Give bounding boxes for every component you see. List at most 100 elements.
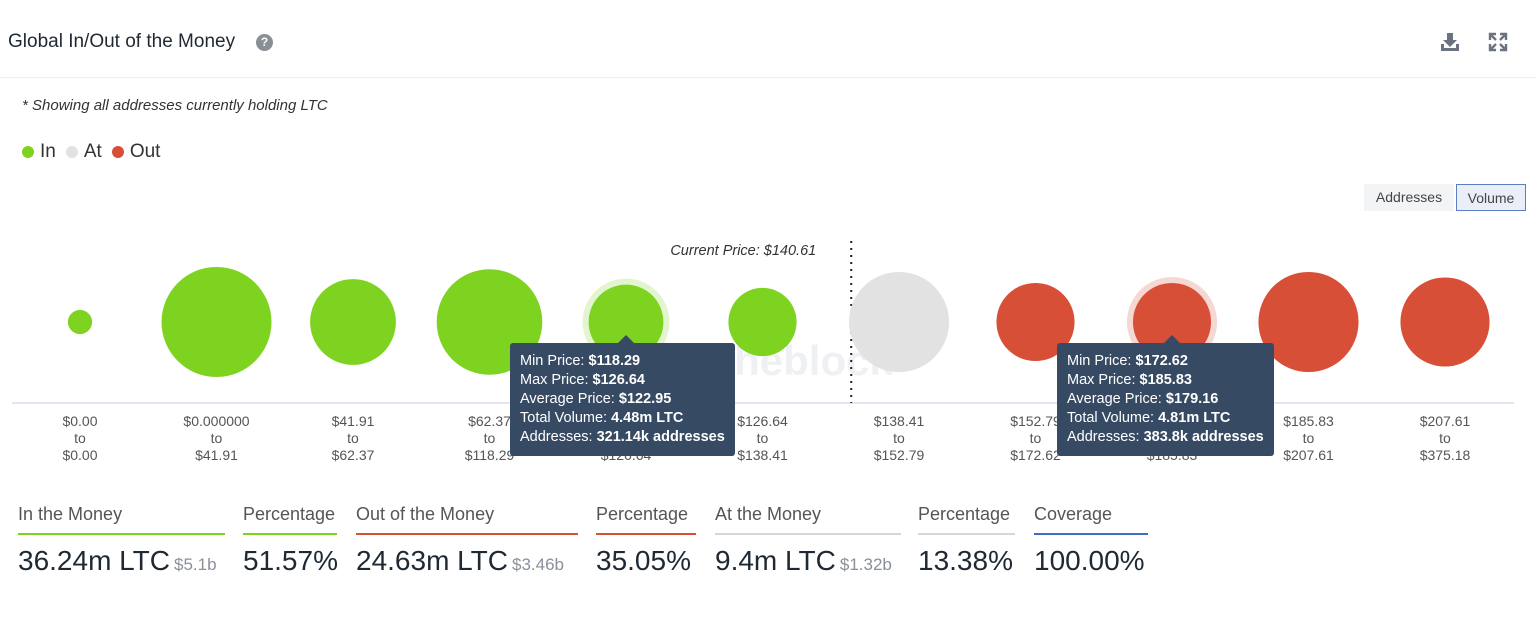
bubble-in[interactable] [310,279,396,365]
download-icon[interactable] [1438,30,1462,54]
legend-dot-out [111,146,124,158]
x-tick-label: $62.37 [468,413,511,429]
x-tick-label: $41.91 [195,447,238,463]
tooltip-volume-value: 4.81m LTC [1158,410,1231,426]
tooltip-max-value: $126.64 [592,372,645,388]
tooltip-bucket-172: Min Price: $172.62 Max Price: $185.83 Av… [1057,343,1274,456]
x-tick-label: $207.61 [1283,447,1334,463]
holding-note: * Showing all addresses currently holdin… [22,97,328,114]
legend-item-at[interactable]: At [65,141,102,163]
tooltip-volume-value: 4.48m LTC [611,410,684,426]
stat-label: Percentage [918,504,1015,535]
stat-label: Out of the Money [356,504,578,535]
stat-label: At the Money [715,504,901,535]
x-tick-label: to [74,430,86,446]
x-tick-label: $172.62 [1010,447,1061,463]
x-tick-label: to [1439,430,1451,446]
tooltip-max-value: $185.83 [1139,372,1192,388]
tooltip-volume-label: Total Volume: [1067,410,1155,426]
current-price-label: Current Price: $140.61 [670,243,816,259]
stat-at-percentage: Percentage 13.38% [918,504,1015,577]
page-title: Global In/Out of the Money [8,31,236,52]
bubble-out[interactable] [1258,271,1359,373]
legend-label-out: Out [129,141,161,162]
stat-label: Percentage [596,504,696,535]
tooltip-addresses-label: Addresses: [520,429,593,445]
tooltip-pointer [1164,335,1180,343]
help-icon[interactable]: ? [256,34,273,51]
x-tick-label: to [484,430,496,446]
x-tick-label: $41.91 [332,413,375,429]
legend-dot-at [65,146,78,158]
tooltip-avg-label: Average Price: [520,391,615,407]
x-tick-label: $207.61 [1420,413,1471,429]
tooltip-volume-label: Total Volume: [520,410,608,426]
card-header: Global In/Out of the Money ? [0,0,1536,78]
stat-value: 24.63m LTC [356,545,508,576]
legend-label-at: At [83,141,102,162]
bubble-in[interactable] [161,267,272,377]
tooltip-min-label: Min Price: [520,353,585,369]
stat-value: 51.57% [243,545,338,576]
bubble-in[interactable] [588,284,664,360]
expand-icon[interactable] [1486,30,1510,54]
bubble-at[interactable] [848,271,950,373]
legend-label-in: In [40,141,56,162]
x-tick-label: $375.18 [1420,447,1471,463]
tooltip-avg-value: $179.16 [1165,391,1219,407]
x-tick-label: to [211,430,223,446]
bubble-out[interactable] [996,282,1075,362]
x-tick-label: $138.41 [737,447,788,463]
stat-usd-value: $5.1b [174,555,217,574]
x-tick-label: to [1030,430,1042,446]
tooltip-addresses-value: 383.8k addresses [1143,429,1264,445]
tooltip-min-label: Min Price: [1067,353,1132,369]
stat-value: 13.38% [918,545,1013,576]
tooltip-addresses-label: Addresses: [1067,429,1140,445]
stat-out-percentage: Percentage 35.05% [596,504,696,577]
legend-dot-in [22,146,34,158]
x-tick-label: $185.83 [1283,413,1334,429]
tooltip-avg-value: $122.95 [618,391,672,407]
bubble-in[interactable] [728,287,797,357]
stat-value: 36.24m LTC [18,545,170,576]
bubble-out[interactable] [1400,277,1490,367]
tooltip-max-label: Max Price: [1067,372,1136,388]
tooltip-pointer [618,335,634,343]
x-tick-label: to [347,430,359,446]
legend-item-out[interactable]: Out [111,141,161,163]
x-tick-label: to [757,430,769,446]
stat-in-the-money: In the Money 36.24m LTC $5.1b [18,504,225,577]
x-tick-label: $126.64 [737,413,788,429]
legend-item-in[interactable]: In [22,141,56,163]
stat-label: In the Money [18,504,225,535]
tooltip-min-value: $172.62 [1135,353,1188,369]
tooltip-avg-label: Average Price: [1067,391,1162,407]
legend: In At Out [22,141,170,163]
x-tick-label: to [893,430,905,446]
stat-value: 35.05% [596,545,691,576]
volume-toggle-button[interactable]: Volume [1456,184,1526,211]
stat-value: 9.4m LTC [715,545,836,576]
stat-usd-value: $1.32b [839,555,892,574]
stat-out-of-the-money: Out of the Money 24.63m LTC $3.46b [356,504,578,577]
stat-usd-value: $3.46b [512,555,564,574]
tooltip-min-value: $118.29 [588,353,641,369]
x-tick-label: $118.29 [465,447,515,463]
x-tick-label: $0.000000 [183,413,249,429]
bubble-out[interactable] [1132,282,1212,362]
stat-label: Percentage [243,504,337,535]
stat-in-percentage: Percentage 51.57% [243,504,338,577]
x-tick-label: $152.79 [874,447,925,463]
x-tick-label: $62.37 [332,447,375,463]
stat-value: 100.00% [1034,545,1145,576]
tooltip-max-label: Max Price: [520,372,589,388]
bubble-in[interactable] [67,309,93,335]
tooltip-bucket-118: Min Price: $118.29 Max Price: $126.64 Av… [510,343,735,456]
x-tick-label: $0.00 [62,413,97,429]
x-tick-label: $138.41 [874,413,925,429]
addresses-toggle-button[interactable]: Addresses [1364,184,1454,211]
stat-label: Coverage [1034,504,1148,535]
stat-at-the-money: At the Money 9.4m LTC $1.32b [715,504,901,577]
stat-coverage: Coverage 100.00% [1034,504,1148,577]
